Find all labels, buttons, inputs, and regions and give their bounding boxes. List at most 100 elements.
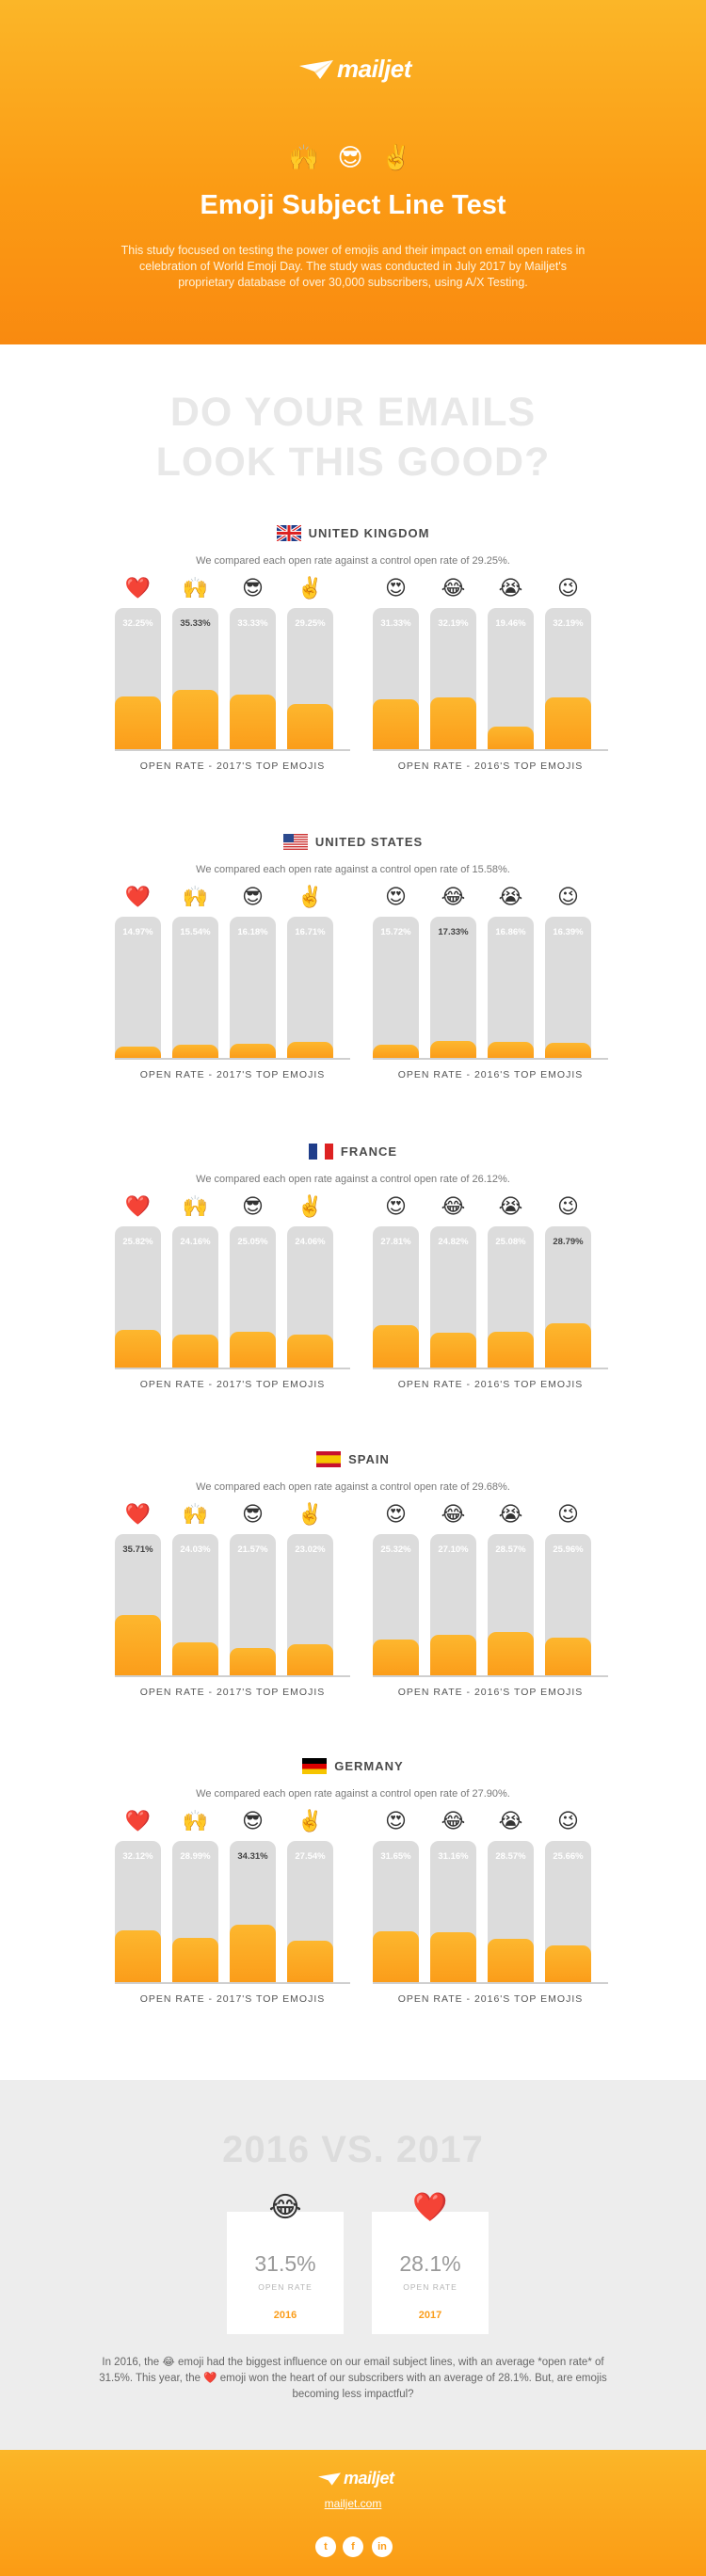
bar-fill [430,697,476,749]
bar-value-label: 17.33% [438,927,469,937]
bar-fill [373,1640,419,1675]
twitter-icon[interactable]: t [315,2536,336,2557]
bar-column: 😭 28.57% [488,1502,534,1681]
group-label: OPEN RATE - 2016'S TOP EMOJIS [397,1379,584,1390]
bar-track: 25.05% [230,1226,276,1368]
heart-icon: ❤️ [124,1194,152,1218]
tears-of-joy-icon: 😂 [441,576,466,600]
victory-hand-icon: ✌️ [297,576,324,600]
raised-hands-icon: 🙌 [182,885,209,908]
bar-fill [545,1043,591,1058]
control-rate-note: We compared each open rate against a con… [196,864,510,875]
bar-track: 25.32% [373,1534,419,1675]
sunglasses-face-icon: 😎 [242,1809,264,1832]
france-flag-icon [308,1143,333,1160]
heart-eyes-icon: 😍 [385,885,407,908]
bar-column: 😉 32.19% [545,576,591,755]
bar-value-label: 16.86% [495,927,526,937]
mailjet-logo[interactable]: mailjet [299,55,411,84]
bar-value-label: 24.82% [438,1237,469,1247]
bar-fill [230,1648,276,1675]
bar-column: 🙌 24.03% [172,1502,218,1681]
bar-value-label: 25.08% [495,1237,526,1247]
raised-hands-icon: 🙌 [182,1194,209,1218]
country-heading: FRANCE [0,1142,706,1160]
bar-column: 🙌 35.33% [172,576,218,755]
bar-value-label: 27.54% [295,1851,326,1862]
bar-track: 35.71% [115,1534,161,1675]
footer-logo-text: mailjet [344,2469,394,2488]
bar-column: 😭 19.46% [488,576,534,755]
bar-track: 32.25% [115,608,161,749]
bar-track: 32.12% [115,1841,161,1982]
bar-column: ✌️ 29.25% [287,576,333,755]
sunglasses-face-icon: 😎 [242,1502,264,1526]
bar-fill [430,1041,476,1058]
bar-column: 🙌 15.54% [172,885,218,1064]
bar-track: 23.02% [287,1534,333,1675]
country-heading: UNITED STATES [0,832,706,851]
bar-track: 16.39% [545,917,591,1058]
group-label: OPEN RATE - 2017'S TOP EMOJIS [139,1379,326,1390]
study-description: This study focused on testing the power … [120,244,586,289]
linkedin-icon[interactable]: in [372,2536,393,2557]
bar-fill [488,1332,534,1368]
bar-fill [430,1333,476,1368]
bar-fill [287,1335,333,1368]
bar-value-label: 28.57% [495,1851,526,1862]
bar-column: 😎 34.31% [230,1809,276,1988]
bar-value-label: 25.32% [380,1544,411,1555]
baseline [115,749,350,751]
section-headline: DO YOUR EMAILS LOOK THIS GOOD? [0,388,706,488]
bar-track: 28.57% [488,1841,534,1982]
baseline [115,1368,350,1369]
bar-track: 16.71% [287,917,333,1058]
headline-line-2: LOOK THIS GOOD? [155,440,551,485]
victory-hand-icon: ✌️ [297,1809,324,1832]
bar-fill [287,704,333,749]
bar-column: 🙌 24.16% [172,1194,218,1373]
footer-logo[interactable]: mailjet [318,2469,394,2488]
bar-value-label: 28.57% [495,1544,526,1555]
bar-fill [172,1642,218,1675]
comparison-section: 2016 VS. 2017 😂 31.5% OPEN RATE 2016 ❤️ … [0,2080,706,2450]
bar-value-label: 31.33% [380,618,411,629]
heart-eyes-icon: 😍 [385,1194,407,1218]
bar-value-label: 24.16% [180,1237,211,1247]
bar-column: 😉 25.96% [545,1502,591,1681]
victory-hand-icon: ✌️ [297,1194,324,1218]
bar-group-2016: 😍 27.81% 😂 24.82% 😭 25.08% 😉 28.79% OPEN RATE - … [373,1194,608,1392]
bar-group-2016: 😍 31.65% 😂 31.16% 😭 28.57% 😉 25.66% OPEN RATE - … [373,1809,608,2007]
country-heading: SPAIN [0,1449,706,1468]
bar-column: 😉 28.79% [545,1194,591,1373]
wink-icon: 😉 [557,885,579,908]
bar-track: 29.25% [287,608,333,749]
baseline [115,1675,350,1677]
bar-column: 😎 25.05% [230,1194,276,1373]
card-2017: ❤️ 28.1% OPEN RATE 2017 [372,2192,489,2334]
bar-value-label: 19.46% [495,618,526,629]
bar-value-label: 29.25% [295,618,326,629]
hero-emojis: 🙌 😎 ✌️ [288,143,418,171]
bar-track: 25.96% [545,1534,591,1675]
country-name: SPAIN [348,1451,390,1466]
tears-of-joy-icon: 😂 [268,2192,302,2223]
tears-of-joy-icon: 😂 [441,1502,466,1526]
bar-track: 34.31% [230,1841,276,1982]
bar-value-label: 35.71% [122,1544,153,1555]
bar-track: 21.57% [230,1534,276,1675]
bar-fill [430,1932,476,1982]
bar-fill [488,727,534,749]
card-label: OPEN RATE [403,2282,457,2292]
bar-track: 32.19% [430,608,476,749]
loudly-crying-icon: 😭 [498,576,523,600]
bar-group-2017: ❤️ 14.97% 🙌 15.54% 😎 16.18% ✌️ 16.71% OPEN RATE … [115,885,350,1082]
facebook-icon[interactable]: f [343,2536,363,2557]
bar-track: 27.54% [287,1841,333,1982]
bar-value-label: 32.25% [122,618,153,629]
bar-column: ❤️ 32.25% [115,576,161,755]
footer-link[interactable]: mailjet.com [324,2497,382,2510]
footer: mailjet mailjet.com t f in [0,2450,706,2576]
bar-column: 😎 21.57% [230,1502,276,1681]
